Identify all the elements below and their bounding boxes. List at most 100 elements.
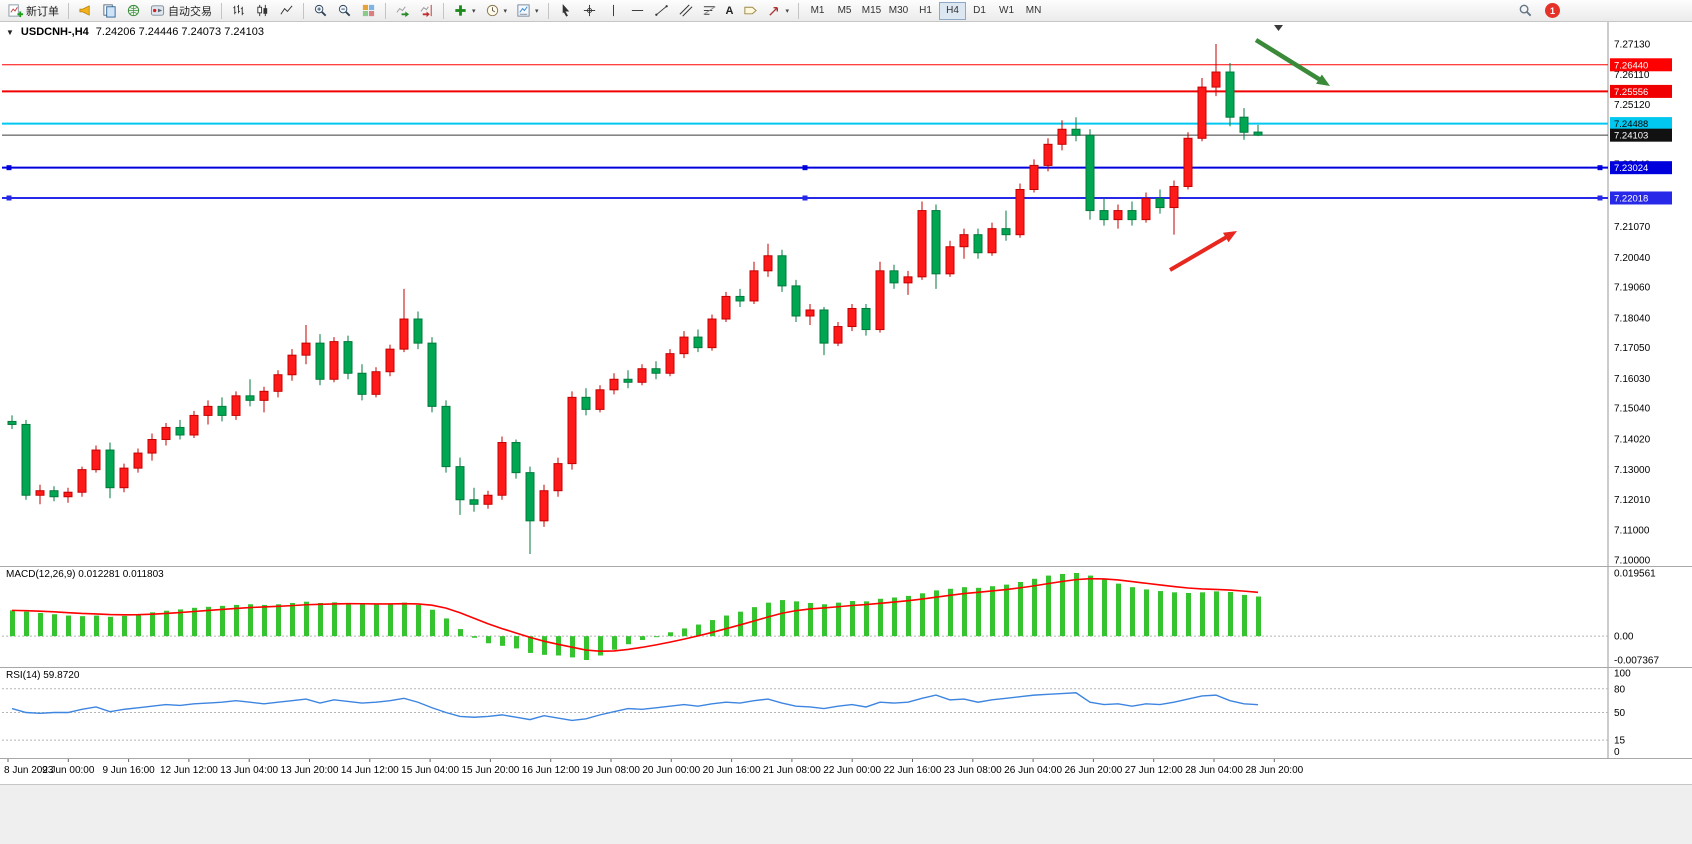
- terminal-area: [0, 784, 1692, 844]
- marketplace-button[interactable]: [74, 1, 97, 21]
- svg-text:26 Jun 20:00: 26 Jun 20:00: [1064, 765, 1122, 776]
- new-order-label: 新订单: [26, 5, 59, 18]
- publisher-button[interactable]: [98, 1, 121, 21]
- green-arrow-annotation[interactable]: [1254, 38, 1330, 86]
- svg-text:7.17050: 7.17050: [1614, 343, 1651, 354]
- toolbar-separator: [221, 2, 222, 19]
- svg-text:7.14020: 7.14020: [1614, 434, 1651, 445]
- toolbar-right-group: 1: [1514, 1, 1560, 21]
- horizontal-line-icon: [630, 3, 645, 18]
- fibonacci-tool-button[interactable]: [698, 1, 721, 21]
- horizontal-level-line[interactable]: [2, 195, 1608, 201]
- toolbar-separator: [303, 2, 304, 19]
- toolbar-separator: [385, 2, 386, 19]
- trendline-icon: [654, 3, 669, 18]
- candlestick-icon: [255, 3, 270, 18]
- search-button[interactable]: [1514, 1, 1537, 21]
- crosshair-tool-button[interactable]: [578, 1, 601, 21]
- toolbar-separator: [443, 2, 444, 19]
- line-chart-mode-button[interactable]: [275, 1, 298, 21]
- arrow-tool-icon: [767, 3, 782, 18]
- auto-trading-button[interactable]: 自动交易: [146, 1, 216, 21]
- templates-button[interactable]: ▾: [512, 1, 543, 21]
- timeframe-button-h4[interactable]: H4: [939, 1, 967, 20]
- trendline-tool-button[interactable]: [650, 1, 673, 21]
- label-tool-button[interactable]: [739, 1, 762, 21]
- bar-chart-mode-button[interactable]: [227, 1, 250, 21]
- macd-signal-line: [11, 577, 1259, 653]
- rsi-pane: 100 80 50 15 0 RSI(14) 59.8720: [0, 667, 1692, 758]
- svg-text:7.22018: 7.22018: [1614, 193, 1648, 204]
- timeframe-button-mn[interactable]: MN: [1020, 2, 1047, 20]
- megaphone-icon: [78, 3, 93, 18]
- tile-windows-button[interactable]: [357, 1, 380, 21]
- svg-text:15: 15: [1614, 736, 1626, 747]
- svg-text:22 Jun 00:00: 22 Jun 00:00: [823, 765, 881, 776]
- svg-text:7.26110: 7.26110: [1614, 70, 1650, 81]
- new-order-button[interactable]: 新订单: [4, 1, 63, 21]
- time-axis[interactable]: 8 Jun 2023 9 Jun 00:00 9 Jun 16:00 12 Jun 1…: [0, 758, 1692, 784]
- toolbar-separator: [68, 2, 69, 19]
- svg-text:28 Jun 20:00: 28 Jun 20:00: [1245, 765, 1303, 776]
- timeframe-button-m15[interactable]: M15: [858, 2, 885, 20]
- indicators-button[interactable]: ▾: [449, 1, 480, 21]
- timeframe-button-m1[interactable]: M1: [804, 2, 831, 20]
- arrows-tool-button[interactable]: ▾: [763, 1, 794, 21]
- macd-chart[interactable]: 0.019561 0.00 -0.007367: [0, 567, 1692, 667]
- timeframe-button-d1[interactable]: D1: [966, 2, 993, 20]
- chart-shift-icon: [419, 3, 434, 18]
- svg-text:7.24103: 7.24103: [1614, 131, 1648, 142]
- svg-text:12 Jun 12:00: 12 Jun 12:00: [160, 765, 218, 776]
- svg-text:0.00: 0.00: [1614, 632, 1634, 643]
- red-arrow-annotation[interactable]: [1168, 231, 1237, 272]
- timeframe-button-h1[interactable]: H1: [912, 2, 939, 20]
- clock-icon: [485, 3, 500, 18]
- svg-text:7.21070: 7.21070: [1614, 222, 1651, 233]
- one-click-panel-toggle-icon[interactable]: ▼: [6, 28, 14, 37]
- svg-text:13 Jun 20:00: 13 Jun 20:00: [281, 765, 339, 776]
- svg-text:7.12010: 7.12010: [1614, 495, 1651, 506]
- channel-icon: [678, 3, 693, 18]
- dropdown-caret-icon: ▾: [535, 7, 539, 15]
- cursor-tool-button[interactable]: [554, 1, 577, 21]
- candlestick-mode-button[interactable]: [251, 1, 274, 21]
- auto-scroll-button[interactable]: [391, 1, 414, 21]
- chart-shift-button[interactable]: [415, 1, 438, 21]
- main-chart[interactable]: 7.271307.261107.251207.241307.231407.221…: [0, 22, 1692, 566]
- zoom-in-button[interactable]: [309, 1, 332, 21]
- cursor-icon: [558, 3, 573, 18]
- vertical-line-tool-button[interactable]: [602, 1, 625, 21]
- horizontal-level-line[interactable]: [2, 165, 1608, 171]
- main-chart-pane: 7.271307.261107.251207.241307.231407.221…: [0, 22, 1692, 566]
- documents-icon: [102, 3, 117, 18]
- timeframe-button-m5[interactable]: M5: [831, 2, 858, 20]
- zoom-out-button[interactable]: [333, 1, 356, 21]
- channel-tool-button[interactable]: [674, 1, 697, 21]
- toolbar-separator: [547, 2, 549, 19]
- chart-window: 7.271307.261107.251207.241307.231407.221…: [0, 22, 1692, 784]
- community-button[interactable]: [122, 1, 145, 21]
- svg-text:7.18040: 7.18040: [1614, 313, 1651, 324]
- template-icon: [516, 3, 531, 18]
- chart-symbol-period: USDCNH-,H4: [20, 26, 89, 38]
- price-badge: 7.25556: [1610, 84, 1672, 98]
- periods-button[interactable]: ▾: [481, 1, 512, 21]
- globe-icon: [126, 3, 141, 18]
- svg-text:0: 0: [1614, 747, 1620, 758]
- zoom-out-icon: [337, 3, 352, 18]
- bar-chart-icon: [231, 3, 246, 18]
- notification-badge[interactable]: 1: [1545, 3, 1560, 18]
- timeframe-button-m30[interactable]: M30: [885, 2, 912, 20]
- macd-histogram: [10, 573, 1261, 660]
- svg-text:15 Jun 20:00: 15 Jun 20:00: [461, 765, 519, 776]
- svg-text:27 Jun 12:00: 27 Jun 12:00: [1125, 765, 1183, 776]
- svg-text:26 Jun 04:00: 26 Jun 04:00: [1004, 765, 1062, 776]
- timeframe-button-w1[interactable]: W1: [993, 2, 1020, 20]
- price-badge: 7.24488: [1610, 117, 1672, 131]
- chart-shift-marker[interactable]: [1274, 25, 1283, 31]
- rsi-chart[interactable]: 100 80 50 150: [0, 668, 1692, 758]
- text-tool-button[interactable]: A: [722, 1, 738, 21]
- horizontal-line-tool-button[interactable]: [626, 1, 649, 21]
- price-badge: 7.24103: [1610, 128, 1672, 142]
